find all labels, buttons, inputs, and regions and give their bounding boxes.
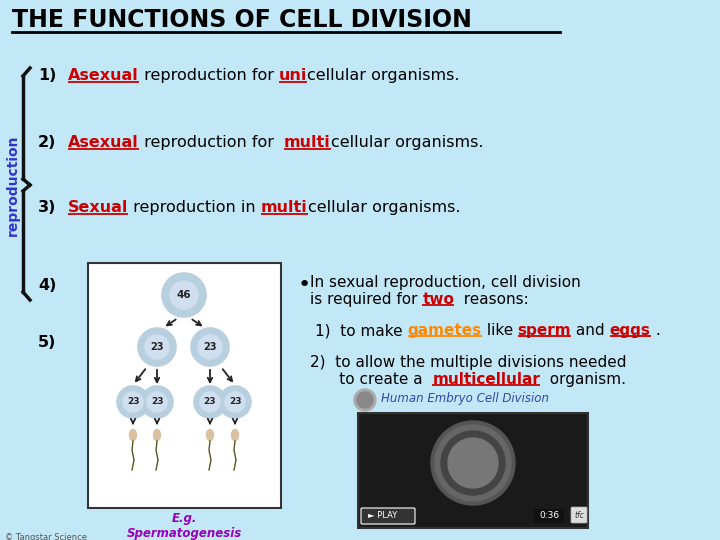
Circle shape (162, 273, 206, 317)
Circle shape (194, 386, 226, 418)
Text: In sexual reproduction, cell division: In sexual reproduction, cell division (310, 275, 581, 290)
Circle shape (145, 335, 169, 359)
Circle shape (123, 392, 143, 412)
Text: organism.: organism. (540, 372, 626, 387)
Text: cellular organisms.: cellular organisms. (307, 68, 460, 83)
Text: multi: multi (261, 200, 308, 215)
Text: 2)  to allow the multiple divisions needed: 2) to allow the multiple divisions neede… (310, 355, 626, 370)
Circle shape (191, 328, 229, 366)
Text: to create a: to create a (310, 372, 433, 387)
Circle shape (198, 335, 222, 359)
Ellipse shape (130, 429, 137, 441)
Circle shape (138, 328, 176, 366)
Circle shape (219, 386, 251, 418)
Circle shape (435, 425, 511, 501)
Text: E.g.
Spermatogenesis
creates many sperm.: E.g. Spermatogenesis creates many sperm. (114, 512, 253, 540)
Text: 23: 23 (127, 397, 139, 407)
Text: multi: multi (284, 135, 330, 150)
Text: is required for: is required for (310, 292, 423, 307)
FancyBboxPatch shape (361, 508, 415, 524)
Text: gametes: gametes (408, 323, 482, 338)
Text: .: . (651, 323, 660, 338)
Circle shape (225, 392, 245, 412)
Text: •: • (298, 275, 311, 295)
Text: 4): 4) (38, 278, 56, 293)
Text: 2): 2) (38, 135, 56, 150)
Circle shape (147, 392, 167, 412)
Text: 23: 23 (150, 397, 163, 407)
Text: 1): 1) (38, 68, 56, 83)
Text: THE FUNCTIONS OF CELL DIVISION: THE FUNCTIONS OF CELL DIVISION (12, 8, 472, 32)
Circle shape (431, 421, 515, 505)
Ellipse shape (153, 429, 161, 441)
Text: and: and (572, 323, 610, 338)
Text: 46: 46 (176, 290, 192, 300)
Text: 0:36: 0:36 (539, 511, 559, 521)
Text: tfc: tfc (574, 510, 584, 519)
Circle shape (141, 386, 173, 418)
Text: © Tangstar Science: © Tangstar Science (5, 533, 87, 540)
Text: cellular organisms.: cellular organisms. (330, 135, 483, 150)
FancyBboxPatch shape (88, 263, 281, 508)
Text: 23: 23 (203, 342, 217, 352)
Text: Human Embryo Cell Division: Human Embryo Cell Division (381, 392, 549, 405)
Text: sperm: sperm (518, 323, 572, 338)
Text: like: like (482, 323, 518, 338)
FancyBboxPatch shape (358, 413, 588, 528)
Ellipse shape (207, 429, 214, 441)
Text: 5): 5) (38, 335, 56, 350)
Text: Asexual: Asexual (68, 68, 139, 83)
Circle shape (170, 281, 198, 309)
Text: multicellular: multicellular (433, 372, 540, 387)
Circle shape (117, 386, 149, 418)
Text: Sexual: Sexual (68, 200, 128, 215)
Text: eggs: eggs (610, 323, 651, 338)
Ellipse shape (232, 429, 238, 441)
FancyBboxPatch shape (534, 509, 564, 523)
Text: 23: 23 (204, 397, 216, 407)
Text: uni: uni (279, 68, 307, 83)
Circle shape (200, 392, 220, 412)
Text: ► PLAY: ► PLAY (368, 511, 397, 521)
Text: reproduction: reproduction (6, 134, 20, 236)
Circle shape (357, 392, 373, 408)
Text: 1)  to make: 1) to make (315, 323, 408, 338)
Text: reproduction in: reproduction in (128, 200, 261, 215)
Circle shape (448, 438, 498, 488)
Text: 3): 3) (38, 200, 56, 215)
Text: cellular organisms.: cellular organisms. (308, 200, 460, 215)
Text: reproduction for: reproduction for (139, 68, 279, 83)
Text: reproduction for: reproduction for (139, 135, 284, 150)
FancyBboxPatch shape (571, 507, 587, 523)
Circle shape (354, 389, 376, 411)
Text: 23: 23 (229, 397, 241, 407)
Circle shape (441, 431, 505, 495)
Text: reasons:: reasons: (454, 292, 529, 307)
Text: 23: 23 (150, 342, 163, 352)
Text: two: two (423, 292, 454, 307)
Text: Asexual: Asexual (68, 135, 139, 150)
